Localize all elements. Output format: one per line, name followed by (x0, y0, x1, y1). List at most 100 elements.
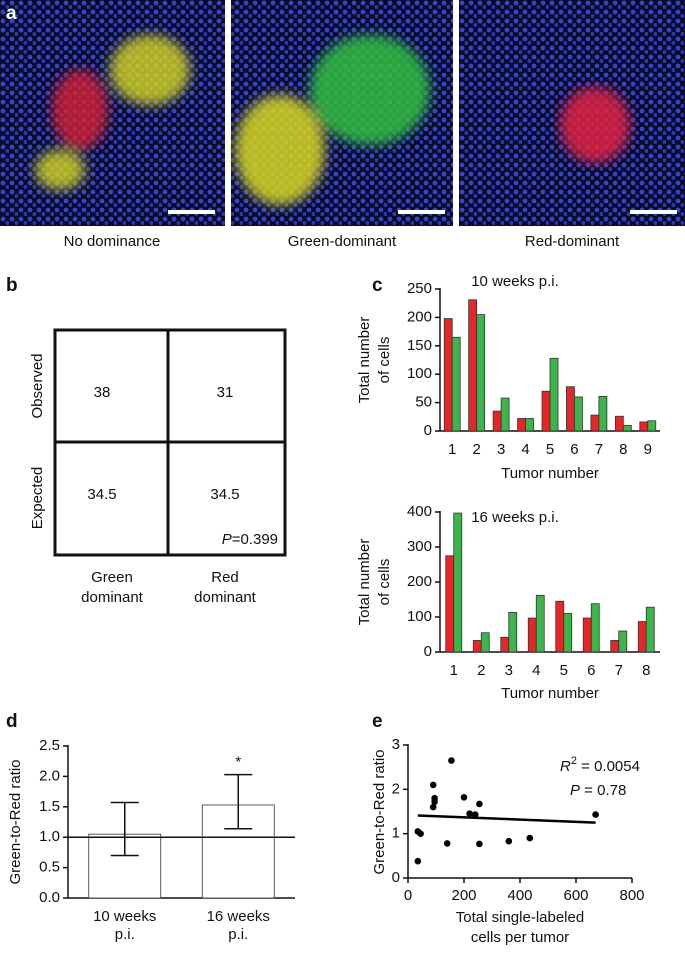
bar (535, 594, 545, 653)
x-tick-label: 9 (644, 441, 652, 458)
y-tick-label: 200 (407, 573, 432, 590)
x-axis-label: Tumor number (501, 685, 599, 702)
cell: 38 (94, 384, 111, 401)
y-axis-label: Green-to-Red ratio (7, 759, 24, 884)
cell: 34.5 (210, 486, 239, 503)
data-point (592, 811, 599, 818)
data-point (460, 794, 468, 801)
y-tick-label: 1 (392, 825, 400, 842)
bar (622, 424, 632, 432)
bar (590, 414, 600, 432)
data-point (429, 803, 437, 811)
image-caption: No dominance (64, 233, 161, 250)
x-tick-label: 2 (477, 662, 485, 679)
bar (445, 555, 455, 653)
x-tick-label: 3 (505, 662, 513, 679)
cell: 34.5 (87, 486, 116, 503)
data-point (448, 757, 455, 764)
row-label: Observed (29, 353, 46, 418)
y-tick-label: 250 (407, 280, 432, 297)
p-text: =0.399 (232, 531, 278, 548)
column-label: dominant (194, 589, 257, 606)
column-label: Green (91, 569, 133, 586)
bar (566, 386, 575, 432)
bar (525, 418, 534, 432)
y-tick-label: 0.0 (39, 889, 60, 906)
y-tick-label: 400 (407, 503, 432, 520)
x-tick-label: 2 (472, 441, 480, 458)
bar (582, 617, 592, 653)
panel-label: e (372, 711, 383, 732)
data-point (471, 811, 479, 818)
panel-label: b (6, 275, 18, 296)
significance-mark: * (235, 754, 241, 771)
x-tick-label: 7 (615, 662, 623, 679)
y-tick-label: 100 (407, 608, 432, 625)
data-point (476, 840, 483, 848)
x-tick-label: 5 (546, 441, 554, 458)
bar (590, 603, 600, 653)
data-point (526, 834, 534, 842)
p-symbol: P (222, 531, 232, 548)
x-tick-label: 6 (587, 662, 595, 679)
y-tick-label: 0.5 (39, 859, 60, 876)
y-axis-label: Green-to-Red ratio (371, 749, 388, 874)
cell: 31 (217, 384, 234, 401)
x-tick-label: 1 (448, 441, 456, 458)
bar (549, 357, 559, 432)
bar (645, 606, 655, 653)
bar (574, 396, 583, 432)
x-tick-label: 200 (451, 887, 476, 904)
bar (443, 318, 453, 432)
bar (639, 421, 649, 432)
y-tick-label: 1.5 (39, 798, 60, 815)
bar (614, 415, 624, 432)
x-tick-label: 7 (595, 441, 603, 458)
x-tick-label: 800 (619, 887, 644, 904)
y-tick-label: 150 (407, 337, 432, 354)
x-tick-label: 3 (497, 441, 505, 458)
x-axis-label: Total single-labeled (456, 909, 584, 926)
y-axis-label: Total number (356, 317, 373, 404)
x-tick-label: p.i. (228, 926, 248, 943)
x-axis-label: Tumor number (501, 465, 599, 482)
data-point (431, 798, 438, 806)
panel-label: a (6, 3, 17, 24)
annotation: R2 = 0.0054 (560, 755, 640, 775)
bar (647, 420, 657, 432)
bar (541, 390, 551, 432)
panel-label: d (6, 711, 18, 732)
chart-title: 10 weeks p.i. (471, 273, 559, 290)
x-tick-label: 8 (642, 662, 650, 679)
micrograph (459, 0, 685, 226)
bar (472, 640, 482, 653)
image-caption: Green-dominant (288, 233, 397, 250)
y-tick-label: 0 (424, 643, 432, 660)
y-tick-label: 200 (407, 308, 432, 325)
bar (453, 512, 463, 653)
y-tick-label: 2.0 (39, 767, 60, 784)
y-axis-label: of cells (376, 559, 393, 606)
bar (610, 640, 620, 653)
y-axis-label: Total number (356, 539, 373, 626)
x-tick-label: 400 (507, 887, 532, 904)
y-tick-label: 3 (392, 736, 400, 753)
x-tick-label: 5 (560, 662, 568, 679)
annotation-superscript: 2 (571, 755, 577, 767)
x-tick-label: 4 (521, 441, 529, 458)
p-value: P=0.399 (222, 531, 278, 548)
bar (508, 612, 518, 653)
data-point (429, 781, 437, 789)
row-label: Expected (29, 467, 46, 530)
y-tick-label: 300 (407, 538, 432, 555)
fit-line (417, 814, 596, 824)
x-tick-label: p.i. (115, 926, 135, 943)
y-tick-label: 2.5 (39, 737, 60, 754)
x-tick-label: 6 (570, 441, 578, 458)
x-tick-label: 600 (563, 887, 588, 904)
data-point (417, 830, 424, 837)
micrograph (0, 0, 225, 226)
bar (468, 299, 478, 432)
data-point (443, 840, 451, 847)
